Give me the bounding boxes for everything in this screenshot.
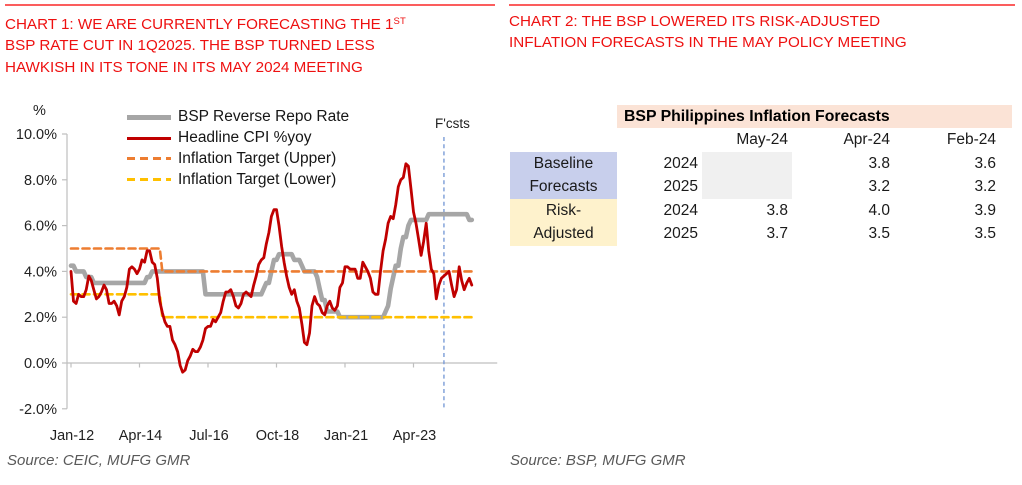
x-tick-label: Oct-18 [256, 428, 300, 444]
empty-cell [510, 128, 617, 152]
legend-item-target-upper: Inflation Target (Upper) [127, 149, 349, 170]
value-cell: 3.8 [868, 154, 890, 172]
chart2-top-rule [509, 4, 1015, 6]
title-superscript: ST [393, 16, 407, 27]
chart1-legend: BSP Reverse Repo Rate Headline CPI %yoy … [127, 107, 349, 190]
legend-item-repo-rate: BSP Reverse Repo Rate [127, 107, 349, 128]
value-cell: 3.5 [868, 225, 890, 243]
chart1-title-line1: CHART 1: WE ARE CURRENTLY FORECASTING TH… [5, 16, 407, 33]
year-cell: 2024 [663, 201, 698, 219]
y-tick-label: 4.0% [24, 264, 57, 280]
row-label-forecasts: Forecasts [510, 175, 617, 199]
x-tick-label: Jan-21 [324, 428, 368, 444]
value-cell: 3.6 [974, 154, 996, 172]
chart1-title-line2: BSP RATE CUT IN 1Q2025. THE BSP TURNED L… [5, 37, 375, 55]
year-cell: 2025 [663, 178, 698, 196]
value-cell: 3.8 [766, 201, 788, 219]
chart2-title-line2: INFLATION FORECASTS IN THE MAY POLICY ME… [509, 34, 907, 52]
chart1-top-rule [5, 4, 495, 6]
y-tick-label: 10.0% [16, 127, 57, 143]
y-tick-label: 6.0% [24, 219, 57, 235]
empty-cell [617, 128, 702, 152]
year-cell: 2024 [663, 154, 698, 172]
forecast-divider-label: F'csts [435, 116, 470, 131]
legend-label: Headline CPI %yoy [178, 129, 312, 147]
headline-cpi-yoy-line [69, 162, 474, 374]
value-cell: 3.2 [868, 178, 890, 196]
y-tick-label: 0.0% [24, 356, 57, 372]
value-cell: 3.5 [974, 225, 996, 243]
table-corner-spacer [510, 105, 617, 128]
column-header-apr24: Apr-24 [843, 131, 890, 148]
policy-rate-cpi-line-chart: 10.0% 8.0% 6.0% 4.0% 2.0% 0.0% -2.0% Jan-12 Apr-… [16, 127, 498, 444]
chart2-title: CHART 2: THE BSP LOWERED ITS RISK-ADJUST… [509, 11, 1019, 54]
chart2-title-line1: CHART 2: THE BSP LOWERED ITS RISK-ADJUST… [509, 13, 881, 30]
legend-label: Inflation Target (Upper) [178, 149, 337, 167]
repo-rate-line-swatch [127, 114, 171, 120]
value-cell: 3.7 [766, 225, 788, 243]
y-tick-label: -2.0% [19, 402, 57, 418]
column-header-feb24: Feb-24 [946, 131, 996, 148]
inflation-forecasts-table: BSP Philippines Inflation Forecasts May-… [510, 105, 1012, 246]
inflation-target-upper-line [69, 247, 474, 273]
value-cell: 3.2 [974, 178, 996, 196]
target-upper-line-swatch [127, 157, 171, 161]
inflation-target-lower-line [69, 292, 474, 319]
value-cell-blank [702, 152, 792, 176]
column-header-may24: May-24 [736, 131, 788, 148]
value-cell: 4.0 [868, 201, 890, 219]
value-cell-blank [702, 175, 792, 199]
table-title: BSP Philippines Inflation Forecasts [617, 105, 1012, 128]
legend-label: BSP Reverse Repo Rate [178, 108, 350, 126]
target-lower-line-swatch [127, 178, 171, 182]
y-tick-label: 2.0% [24, 310, 57, 326]
y-tick-label: 8.0% [24, 173, 57, 189]
chart1-source: Source: CEIC, MUFG GMR [7, 452, 191, 469]
legend-item-headline-cpi: Headline CPI %yoy [127, 128, 349, 149]
row-label-risk: Risk- [510, 199, 617, 223]
legend-label: Inflation Target (Lower) [178, 170, 337, 188]
legend-item-target-lower: Inflation Target (Lower) [127, 169, 349, 190]
cpi-line-swatch [127, 136, 171, 140]
chart2-source: Source: BSP, MUFG GMR [510, 452, 686, 469]
row-label-baseline: Baseline [510, 152, 617, 176]
x-tick-label: Jul-16 [189, 428, 229, 444]
year-cell: 2025 [663, 225, 698, 243]
y-axis-unit-label: % [33, 103, 46, 119]
x-tick-label: Apr-14 [119, 428, 163, 444]
row-label-adjusted: Adjusted [510, 222, 617, 246]
chart1-title: CHART 1: WE ARE CURRENTLY FORECASTING TH… [5, 11, 500, 78]
value-cell: 3.9 [974, 201, 996, 219]
x-tick-label: Jan-12 [50, 428, 94, 444]
x-tick-label: Apr-23 [393, 428, 437, 444]
chart1-title-line3: HAWKISH IN ITS TONE IN ITS MAY 2024 MEET… [5, 58, 363, 76]
